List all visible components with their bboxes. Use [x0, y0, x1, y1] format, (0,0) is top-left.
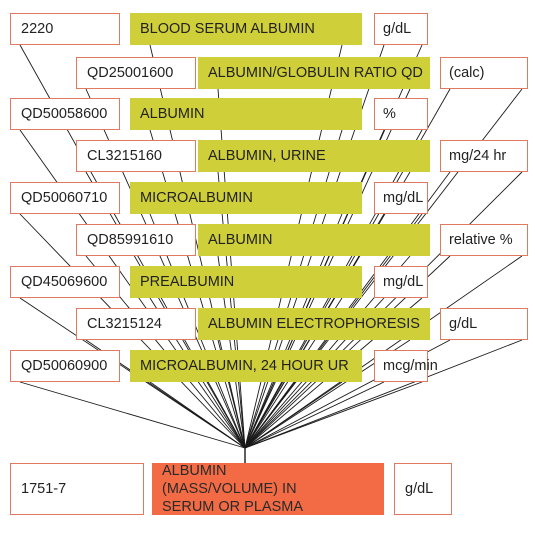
source-code-box: QD45069600 — [10, 266, 120, 298]
source-unit-box: mg/dL — [374, 266, 428, 298]
source-unit-box: % — [374, 98, 428, 130]
source-code-box: QD50060710 — [10, 182, 120, 214]
source-name-box: ALBUMIN/GLOBULIN RATIO QD — [198, 57, 430, 89]
source-name-box: MICROALBUMIN, 24 HOUR UR — [130, 350, 362, 382]
source-code-box: QD50060900 — [10, 350, 120, 382]
source-name-box: ALBUMIN, URINE — [198, 140, 430, 172]
source-name-box: MICROALBUMIN — [130, 182, 362, 214]
target-code-box: 1751-7 — [10, 463, 144, 515]
connector-line — [19, 381, 246, 449]
connector-line — [244, 381, 423, 449]
connector-line — [149, 381, 246, 449]
source-code-box: CL3215160 — [76, 140, 196, 172]
source-unit-box: mg/dL — [374, 182, 428, 214]
source-name-box: ALBUMIN ELECTROPHORESIS — [198, 308, 430, 340]
source-name-box: PREALBUMIN — [130, 266, 362, 298]
source-unit-box: g/dL — [440, 308, 528, 340]
connector-line — [244, 381, 385, 449]
target-unit-box: g/dL — [394, 463, 452, 515]
connector-line — [244, 381, 343, 449]
source-code-box: QD50058600 — [10, 98, 120, 130]
source-code-box: 2220 — [10, 13, 120, 45]
source-unit-box: mcg/min — [374, 350, 438, 382]
source-name-box: ALBUMIN — [198, 224, 430, 256]
source-code-box: CL3215124 — [76, 308, 196, 340]
connector-line — [244, 339, 523, 449]
source-code-box: QD25001600 — [76, 57, 196, 89]
source-name-box: ALBUMIN — [130, 98, 362, 130]
source-code-box: QD85991610 — [76, 224, 196, 256]
source-unit-box: (calc) — [440, 57, 528, 89]
source-unit-box: mg/24 hr — [440, 140, 528, 172]
source-unit-box: g/dL — [374, 13, 428, 45]
target-name-box: ALBUMIN (MASS/VOLUME) IN SERUM OR PLASMA — [152, 463, 384, 515]
source-unit-box: relative % — [440, 224, 528, 256]
source-name-box: BLOOD SERUM ALBUMIN — [130, 13, 362, 45]
